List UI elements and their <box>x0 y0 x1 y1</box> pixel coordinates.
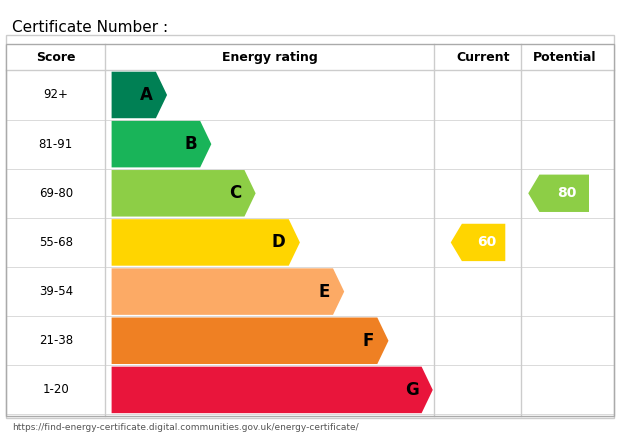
Text: F: F <box>363 332 374 350</box>
Text: Certificate Number :: Certificate Number : <box>12 20 169 35</box>
Text: Potential: Potential <box>533 51 596 64</box>
Text: Score: Score <box>36 51 76 64</box>
Text: 80: 80 <box>557 186 577 200</box>
Text: G: G <box>405 381 418 399</box>
Text: 21-38: 21-38 <box>38 334 73 347</box>
Text: D: D <box>272 234 286 251</box>
Text: https://find-energy-certificate.digital.communities.gov.uk/energy-certificate/: https://find-energy-certificate.digital.… <box>12 423 359 432</box>
Text: 1-20: 1-20 <box>42 383 69 396</box>
Text: C: C <box>229 184 241 202</box>
Text: 60: 60 <box>477 235 497 249</box>
Text: 39-54: 39-54 <box>38 285 73 298</box>
Text: 69-80: 69-80 <box>38 187 73 200</box>
Text: E: E <box>319 282 330 301</box>
Text: 81-91: 81-91 <box>38 138 73 150</box>
Text: Current: Current <box>457 51 510 64</box>
Text: 92+: 92+ <box>43 88 68 102</box>
Text: 55-68: 55-68 <box>39 236 73 249</box>
Text: Energy rating: Energy rating <box>222 51 317 64</box>
Text: A: A <box>140 86 153 104</box>
Text: B: B <box>184 135 197 153</box>
